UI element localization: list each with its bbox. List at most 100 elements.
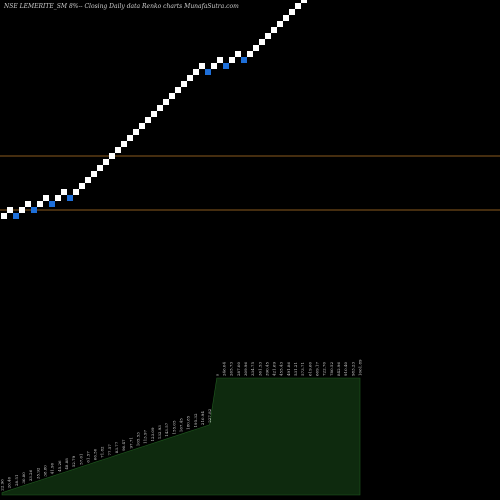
renko-brick-up xyxy=(151,111,157,117)
renko-brick-up xyxy=(55,195,61,201)
area-value-label: 287.00 xyxy=(236,362,241,376)
area-value-label: 105.53 xyxy=(136,432,141,446)
area-value-label: 143.57 xyxy=(164,422,169,436)
renko-brick-up xyxy=(187,75,193,81)
area-value-label: 531.21 xyxy=(293,362,298,376)
renko-brick-up xyxy=(37,201,43,207)
renko-brick-down xyxy=(49,201,55,207)
renko-brick-up xyxy=(127,135,133,141)
renko-brick-up xyxy=(193,69,199,75)
area-value-label: 38.80 xyxy=(43,465,48,477)
renko-brick-up xyxy=(169,93,175,99)
area-value-label: 71.82 xyxy=(100,446,105,458)
area-value-label: 491.86 xyxy=(286,362,291,376)
renko-brick-up xyxy=(79,183,85,189)
renko-brick-up xyxy=(103,159,109,165)
renko-brick-up xyxy=(97,165,103,171)
renko-brick-up xyxy=(157,105,163,111)
area-value-label: 1061.89 xyxy=(358,359,363,376)
renko-brick-up xyxy=(265,33,271,39)
renko-brick-up xyxy=(253,45,259,51)
renko-brick-up xyxy=(289,9,295,15)
area-value-label: 22.96 xyxy=(0,479,5,491)
area-value-label: 983.23 xyxy=(350,362,355,376)
area-value-label: 113.97 xyxy=(143,429,148,443)
renko-brick-up xyxy=(43,195,49,201)
renko-brick-up xyxy=(247,51,253,57)
area-value-label: 57.01 xyxy=(78,453,83,464)
renko-brick-up xyxy=(175,87,181,93)
renko-brick-up xyxy=(121,141,127,147)
renko-brick-up xyxy=(229,57,235,63)
renko-brick-up xyxy=(211,63,217,69)
area-value-label: 210.94 xyxy=(200,411,205,425)
renko-brick-up xyxy=(85,177,91,183)
renko-brick-up xyxy=(217,57,223,63)
area-value-label: 619.60 xyxy=(307,362,312,376)
area-value-label: 35.92 xyxy=(35,467,40,479)
area-value-label: 97.71 xyxy=(128,437,133,448)
area-value-label: 910.40 xyxy=(343,362,348,376)
renko-brick-up xyxy=(61,189,67,195)
renko-brick-up xyxy=(115,147,121,153)
area-value-labels: 22.96 26.40 28.51 30.80 33.26 35.92 38.80 41.90… xyxy=(0,359,363,491)
renko-brick-down xyxy=(205,69,211,75)
area-value-label: 41.90 xyxy=(50,462,55,474)
renko-brick-up xyxy=(271,27,277,33)
renko-brick-up xyxy=(199,63,205,69)
renko-brick-up xyxy=(73,189,79,195)
renko-brick-up xyxy=(7,207,13,213)
area-value-label: 33.26 xyxy=(28,469,33,481)
renko-brick-down xyxy=(241,57,247,63)
area-value-label: 48.88 xyxy=(64,458,69,470)
renko-brick-down xyxy=(67,195,73,201)
renko-brick-up xyxy=(109,153,115,159)
area-value-label: 195.32 xyxy=(193,413,198,427)
area-value-label: 334.75 xyxy=(250,362,255,376)
area-value-label: 573.71 xyxy=(300,362,305,376)
area-value-label: 180.85 xyxy=(186,415,191,429)
area-value-label: 52.79 xyxy=(71,455,76,467)
renko-brick-up xyxy=(235,51,241,57)
area-value-label: 167.45 xyxy=(179,418,184,432)
renko-brick-up xyxy=(277,21,283,27)
area-value-label: 842.96 xyxy=(336,362,341,376)
renko-brick-up xyxy=(139,123,145,129)
area-value-label: 390.45 xyxy=(264,362,269,376)
area-value-label: 246.04 xyxy=(222,362,227,376)
area-value-label: 26.40 xyxy=(7,476,12,488)
area-value-label: 66.50 xyxy=(93,448,98,460)
area-value-label: 265.73 xyxy=(229,362,234,376)
area-value-label: 455.43 xyxy=(279,362,284,376)
renko-brick-down xyxy=(31,207,37,213)
chart-title: NSE LEMERITE_SM 8%-- Closing Daily data … xyxy=(3,3,239,10)
area-value-label: 28.51 xyxy=(14,475,19,486)
volume-area xyxy=(1,377,361,496)
renko-brick-up xyxy=(301,0,307,3)
area-value-label: 123.09 xyxy=(150,427,155,441)
renko-brick-up xyxy=(295,3,301,9)
renko-brick-up xyxy=(259,39,265,45)
area-value-label: 421.69 xyxy=(272,362,277,376)
renko-brick-up xyxy=(91,171,97,177)
area-value-label: 77.57 xyxy=(107,444,112,456)
area-value-label: 669.17 xyxy=(315,362,320,376)
area-value-label: 361.53 xyxy=(257,362,262,376)
renko-brick-up xyxy=(181,81,187,87)
area-value-label: 155.05 xyxy=(171,420,176,434)
renko-brick-up xyxy=(25,201,31,207)
renko-bricks xyxy=(1,0,307,219)
area-value-label: 227.82 xyxy=(207,408,212,422)
area-fill xyxy=(1,377,361,496)
renko-brick-down xyxy=(13,213,19,219)
area-value-label: 90.47 xyxy=(121,439,126,451)
area-value-label: 309.96 xyxy=(243,362,248,376)
area-value-label: 45.26 xyxy=(57,460,62,472)
renko-brick-up xyxy=(145,117,151,123)
renko-brick-up xyxy=(163,99,169,105)
renko-brick-down xyxy=(223,63,229,69)
renko-brick-up xyxy=(133,129,139,135)
area-value-label: 83.77 xyxy=(114,441,119,453)
area-value-label: 61.57 xyxy=(85,451,90,463)
